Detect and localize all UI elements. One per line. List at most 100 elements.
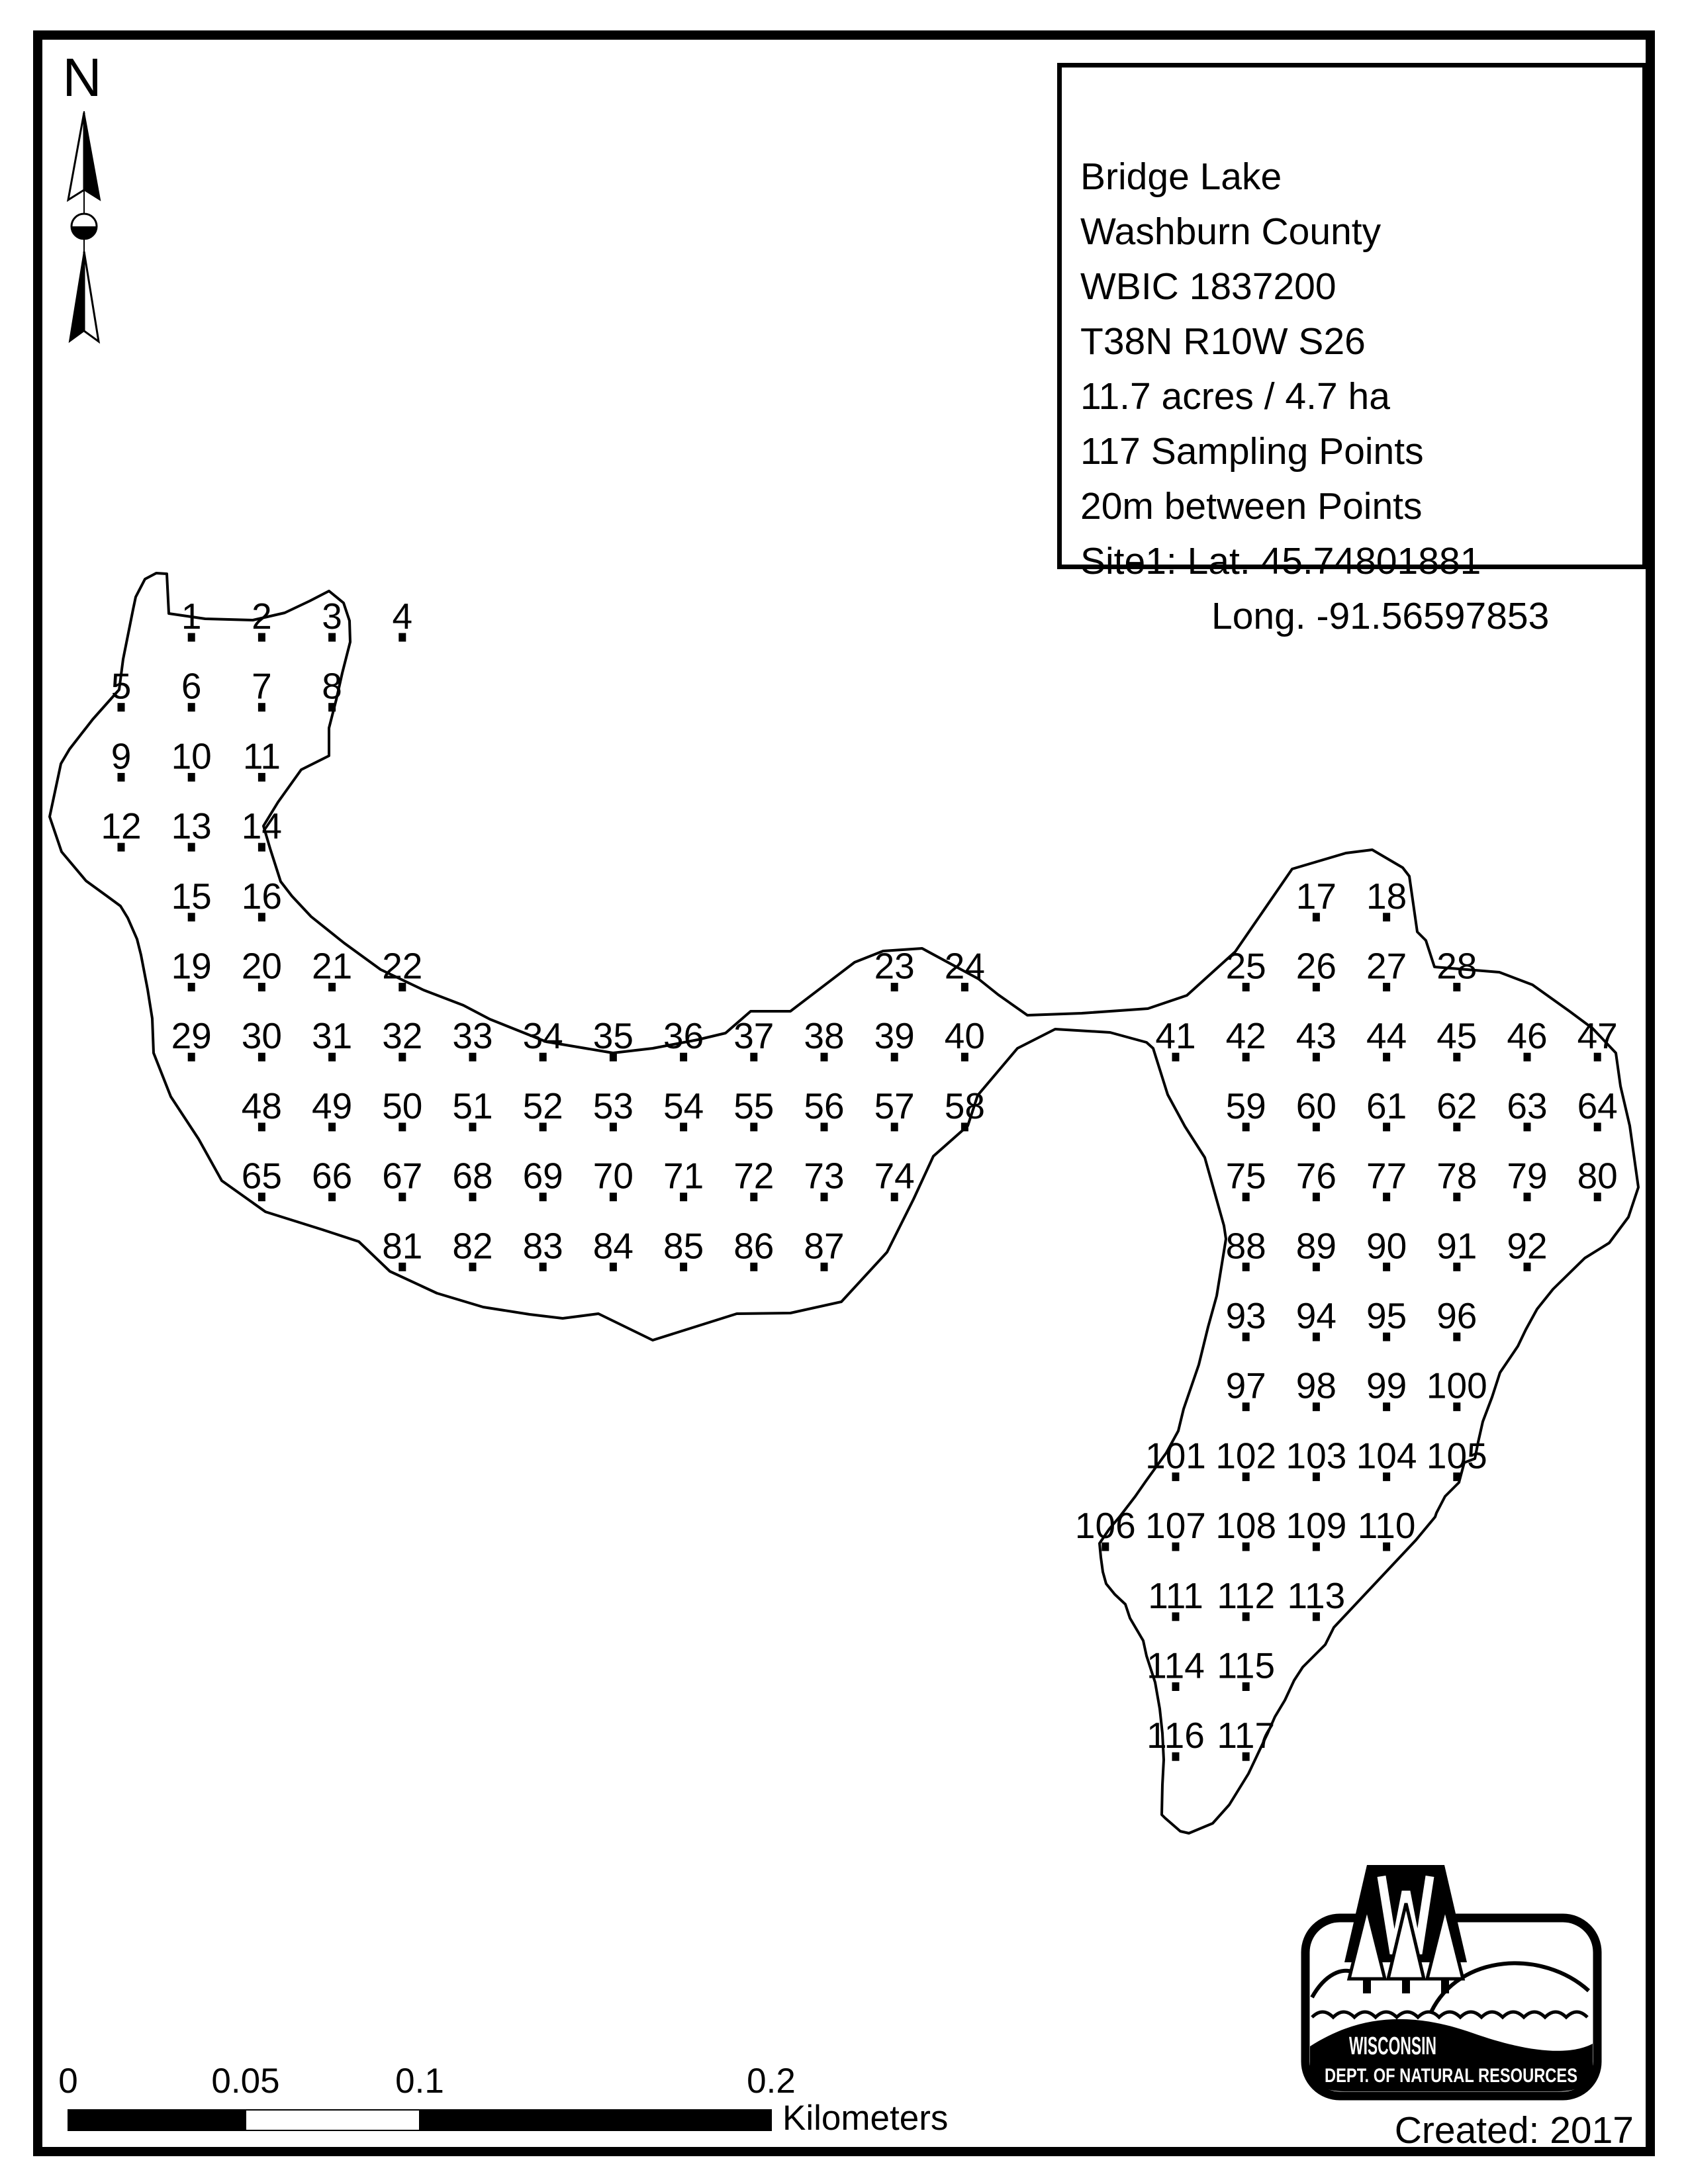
sampling-point-dot	[1383, 1472, 1391, 1481]
sampling-point-dot	[187, 842, 195, 852]
scale-label-005: 0.05	[211, 2062, 279, 2101]
sampling-point: 99	[1366, 1365, 1407, 1412]
sampling-point-label: 67	[382, 1156, 422, 1197]
sampling-point-dot	[1523, 1052, 1531, 1062]
north-arrow: N	[62, 48, 102, 344]
sampling-point: 48	[242, 1085, 282, 1132]
sampling-point-dot	[1383, 1122, 1391, 1132]
sampling-point: 15	[171, 876, 212, 922]
sampling-point: 1	[181, 596, 201, 642]
sampling-point-label: 33	[452, 1015, 492, 1056]
sampling-point: 55	[733, 1085, 774, 1132]
sampling-point: 96	[1436, 1295, 1477, 1342]
north-arrow-upper-left	[66, 112, 85, 203]
sampling-point: 59	[1226, 1085, 1266, 1132]
sampling-point-dot	[328, 983, 336, 991]
sampling-point-label: 98	[1296, 1365, 1336, 1406]
info-line-lake-name: Bridge Lake	[1080, 156, 1282, 198]
sampling-point-label: 19	[171, 946, 212, 987]
info-line-area: 11.7 acres / 4.7 ha	[1080, 375, 1390, 418]
sampling-point-dot	[1453, 1122, 1461, 1132]
sampling-point: 10	[171, 735, 212, 782]
sampling-point-dot	[1242, 1122, 1250, 1132]
sampling-point: 74	[874, 1156, 915, 1202]
sampling-point-label: 53	[593, 1085, 633, 1126]
sampling-point-dot	[258, 983, 265, 991]
sampling-point-dot	[609, 1122, 617, 1132]
sampling-point-label: 69	[523, 1156, 563, 1197]
sampling-point-label: 55	[733, 1085, 774, 1126]
sampling-point-label: 105	[1427, 1435, 1487, 1476]
scale-label-0: 0	[58, 2062, 77, 2101]
sampling-point: 7	[252, 666, 272, 712]
sampling-point-dot	[258, 1193, 265, 1202]
sampling-point-label: 52	[523, 1085, 563, 1126]
sampling-point-dot	[1383, 913, 1391, 922]
sampling-point: 27	[1366, 946, 1407, 991]
sampling-point: 62	[1436, 1085, 1477, 1132]
sampling-point: 44	[1366, 1015, 1407, 1062]
sampling-point: 90	[1366, 1225, 1407, 1271]
sampling-point-label: 20	[242, 946, 282, 987]
sampling-point-label: 113	[1288, 1575, 1346, 1616]
sampling-point: 8	[322, 666, 342, 712]
sampling-point-dot	[117, 772, 125, 782]
sampling-point-label: 66	[312, 1156, 352, 1197]
sampling-point-dot	[1312, 1542, 1320, 1551]
sampling-point-label: 34	[523, 1015, 563, 1056]
sampling-point-dot	[1383, 983, 1391, 991]
sampling-point-dot	[187, 913, 195, 922]
sampling-point-dot	[820, 1122, 828, 1132]
sampling-point-label: 13	[171, 805, 212, 846]
sampling-point-dot	[750, 1052, 758, 1062]
sampling-point: 107	[1145, 1505, 1206, 1551]
sampling-point-label: 8	[322, 666, 342, 707]
sampling-point-label: 15	[171, 876, 212, 917]
sampling-point-dot	[680, 1193, 688, 1202]
sampling-point-dot	[117, 842, 125, 852]
sampling-point: 66	[312, 1156, 352, 1202]
sampling-point-dot	[1242, 1332, 1250, 1342]
sampling-point-dot	[1242, 1472, 1250, 1481]
sampling-point: 94	[1296, 1295, 1336, 1342]
sampling-point-label: 76	[1296, 1156, 1336, 1197]
sampling-point-dot	[750, 1122, 758, 1132]
sampling-point-dot	[399, 1052, 406, 1062]
sampling-point-label: 71	[663, 1156, 704, 1197]
sampling-point: 56	[804, 1085, 845, 1132]
sampling-point-label: 91	[1436, 1225, 1477, 1266]
sampling-point-label: 35	[593, 1015, 633, 1056]
sampling-point-dot	[187, 633, 195, 642]
north-arrow-upper-right	[83, 112, 101, 202]
sampling-point-label: 12	[101, 805, 141, 846]
sampling-point-dot	[328, 1052, 336, 1062]
sampling-point-dot	[1383, 1332, 1391, 1342]
logo-water-waves	[1311, 2010, 1589, 2020]
sampling-point-label: 112	[1217, 1575, 1275, 1616]
sampling-point-dot	[890, 1122, 898, 1132]
sampling-point: 69	[523, 1156, 563, 1202]
sampling-point-label: 46	[1507, 1015, 1547, 1056]
sampling-point: 77	[1366, 1156, 1407, 1202]
info-line-wbic: WBIC 1837200	[1080, 265, 1336, 308]
sampling-point-label: 22	[382, 946, 422, 987]
sampling-point-dot	[1242, 1612, 1250, 1621]
sampling-point-dot	[258, 633, 265, 642]
sampling-point-label: 72	[733, 1156, 774, 1197]
sampling-point: 88	[1226, 1225, 1266, 1271]
sampling-point-label: 36	[663, 1015, 704, 1056]
scale-bar-segment	[419, 2109, 772, 2131]
sampling-point: 29	[171, 1015, 212, 1062]
sampling-point-label: 26	[1296, 946, 1336, 987]
sampling-point-dot	[1453, 1332, 1461, 1342]
sampling-point: 45	[1436, 1015, 1477, 1062]
sampling-point: 97	[1226, 1365, 1266, 1412]
sampling-point: 68	[452, 1156, 493, 1202]
sampling-point: 49	[312, 1085, 352, 1132]
sampling-point: 13	[171, 805, 212, 852]
sampling-point-dot	[680, 1262, 688, 1271]
sampling-point-label: 107	[1145, 1505, 1206, 1546]
sampling-point-label: 16	[242, 876, 282, 917]
sampling-point-label: 111	[1148, 1575, 1203, 1616]
